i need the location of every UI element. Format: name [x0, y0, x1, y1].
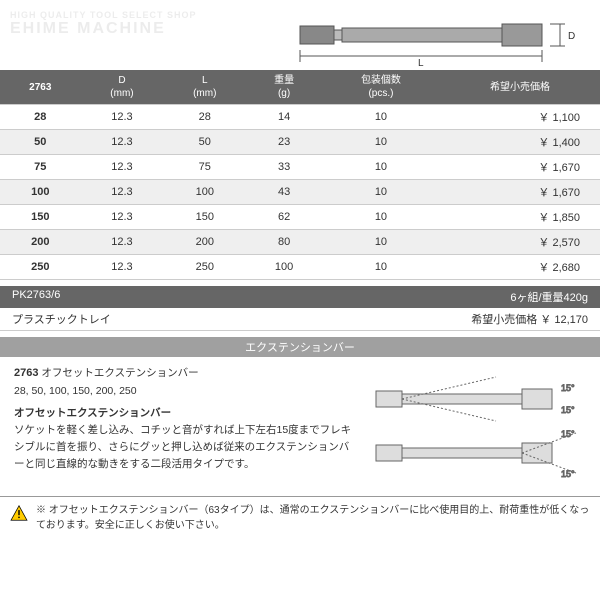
set-label: プラスチックトレイ	[12, 311, 111, 327]
col-price: 希望小売価格	[440, 70, 600, 105]
detail-text: 2763 オフセットエクステンションバー 28, 50, 100, 150, 2…	[14, 365, 354, 486]
cell-code: 200	[0, 230, 81, 255]
cell-code: 50	[0, 130, 81, 155]
cell-pcs: 10	[322, 105, 440, 130]
detail-body: ソケットを軽く差し込み、コチッと音がすれば上下左右15度までフレキシブルに首を振…	[14, 422, 354, 472]
cell-price: ￥ 1,850	[440, 205, 600, 230]
cell-l: 75	[163, 155, 246, 180]
cell-d: 12.3	[81, 180, 164, 205]
detail-sizes: 28, 50, 100, 150, 200, 250	[14, 383, 354, 400]
col-d: D(mm)	[81, 70, 164, 105]
cell-l: 100	[163, 180, 246, 205]
col-code: 2763	[0, 70, 81, 105]
cell-l: 50	[163, 130, 246, 155]
set-row: プラスチックトレイ 希望小売価格 ￥ 12,170	[0, 308, 600, 331]
cell-d: 12.3	[81, 130, 164, 155]
cell-d: 12.3	[81, 230, 164, 255]
table-row: 20012.32008010￥ 2,570	[0, 230, 600, 255]
cell-code: 100	[0, 180, 81, 205]
watermark: HIGH QUALITY TOOL SELECT SHOP EHIME MACH…	[10, 10, 197, 38]
warning-block: ※ オフセットエクステンションバー（63タイプ）は、通常のエクステンションバーに…	[0, 496, 600, 539]
cell-price: ￥ 1,400	[440, 130, 600, 155]
cell-d: 12.3	[81, 205, 164, 230]
table-row: 2812.3281410￥ 1,100	[0, 105, 600, 130]
cell-l: 250	[163, 255, 246, 280]
table-row: 10012.31004310￥ 1,670	[0, 180, 600, 205]
flex-diagram-svg: 15° 15° 15° 15°	[366, 373, 586, 483]
set-meta: 6ヶ組/重量420g	[510, 289, 588, 305]
col-l: L(mm)	[163, 70, 246, 105]
cell-pcs: 10	[322, 205, 440, 230]
cell-w: 43	[246, 180, 322, 205]
extension-bar-svg: D L	[290, 6, 580, 68]
cell-w: 14	[246, 105, 322, 130]
warning-text: ※ オフセットエクステンションバー（63タイプ）は、通常のエクステンションバーに…	[36, 503, 590, 533]
detail-diagram: 15° 15° 15° 15°	[366, 365, 586, 486]
cell-w: 100	[246, 255, 322, 280]
svg-text:15°: 15°	[561, 469, 575, 479]
svg-text:15°: 15°	[561, 405, 575, 415]
detail-model: 2763	[14, 367, 38, 379]
cell-price: ￥ 2,680	[440, 255, 600, 280]
set-price: 希望小売価格 ￥ 12,170	[471, 311, 588, 327]
cell-price: ￥ 1,100	[440, 105, 600, 130]
watermark-main: EHIME MACHINE	[10, 20, 166, 37]
spec-header-row: 2763 D(mm) L(mm) 重量(g) 包装個数(pcs.) 希望小売価格	[0, 70, 600, 105]
cell-price: ￥ 1,670	[440, 155, 600, 180]
table-row: 5012.3502310￥ 1,400	[0, 130, 600, 155]
cell-pcs: 10	[322, 130, 440, 155]
cell-code: 150	[0, 205, 81, 230]
detail-model-name: オフセットエクステンションバー	[41, 367, 198, 379]
cell-w: 33	[246, 155, 322, 180]
cell-d: 12.3	[81, 155, 164, 180]
cell-pcs: 10	[322, 180, 440, 205]
cell-code: 250	[0, 255, 81, 280]
warning-icon	[10, 505, 28, 521]
cell-pcs: 10	[322, 255, 440, 280]
set-header-bar: PK2763/6 6ヶ組/重量420g	[0, 286, 600, 308]
col-weight: 重量(g)	[246, 70, 322, 105]
d-label: D	[568, 31, 575, 42]
cell-d: 12.3	[81, 105, 164, 130]
detail-subhead: オフセットエクステンションバー	[14, 405, 354, 422]
cell-pcs: 10	[322, 155, 440, 180]
cell-w: 23	[246, 130, 322, 155]
table-row: 25012.325010010￥ 2,680	[0, 255, 600, 280]
watermark-sub: HIGH QUALITY TOOL SELECT SHOP	[10, 10, 197, 20]
cell-code: 28	[0, 105, 81, 130]
section-title: エクステンションバー	[245, 342, 355, 354]
cell-l: 150	[163, 205, 246, 230]
set-code: PK2763/6	[12, 289, 60, 305]
cell-code: 75	[0, 155, 81, 180]
table-row: 7512.3753310￥ 1,670	[0, 155, 600, 180]
cell-w: 80	[246, 230, 322, 255]
col-pcs: 包装個数(pcs.)	[322, 70, 440, 105]
cell-l: 200	[163, 230, 246, 255]
section-title-bar: エクステンションバー	[0, 337, 600, 357]
table-row: 15012.31506210￥ 1,850	[0, 205, 600, 230]
cell-price: ￥ 1,670	[440, 180, 600, 205]
cell-pcs: 10	[322, 230, 440, 255]
cell-d: 12.3	[81, 255, 164, 280]
cell-price: ￥ 2,570	[440, 230, 600, 255]
l-label: L	[418, 58, 424, 68]
cell-w: 62	[246, 205, 322, 230]
cell-l: 28	[163, 105, 246, 130]
spec-table: 2763 D(mm) L(mm) 重量(g) 包装個数(pcs.) 希望小売価格…	[0, 70, 600, 280]
svg-text:15°: 15°	[561, 429, 575, 439]
svg-text:15°: 15°	[561, 383, 575, 393]
detail-block: 2763 オフセットエクステンションバー 28, 50, 100, 150, 2…	[0, 357, 600, 496]
